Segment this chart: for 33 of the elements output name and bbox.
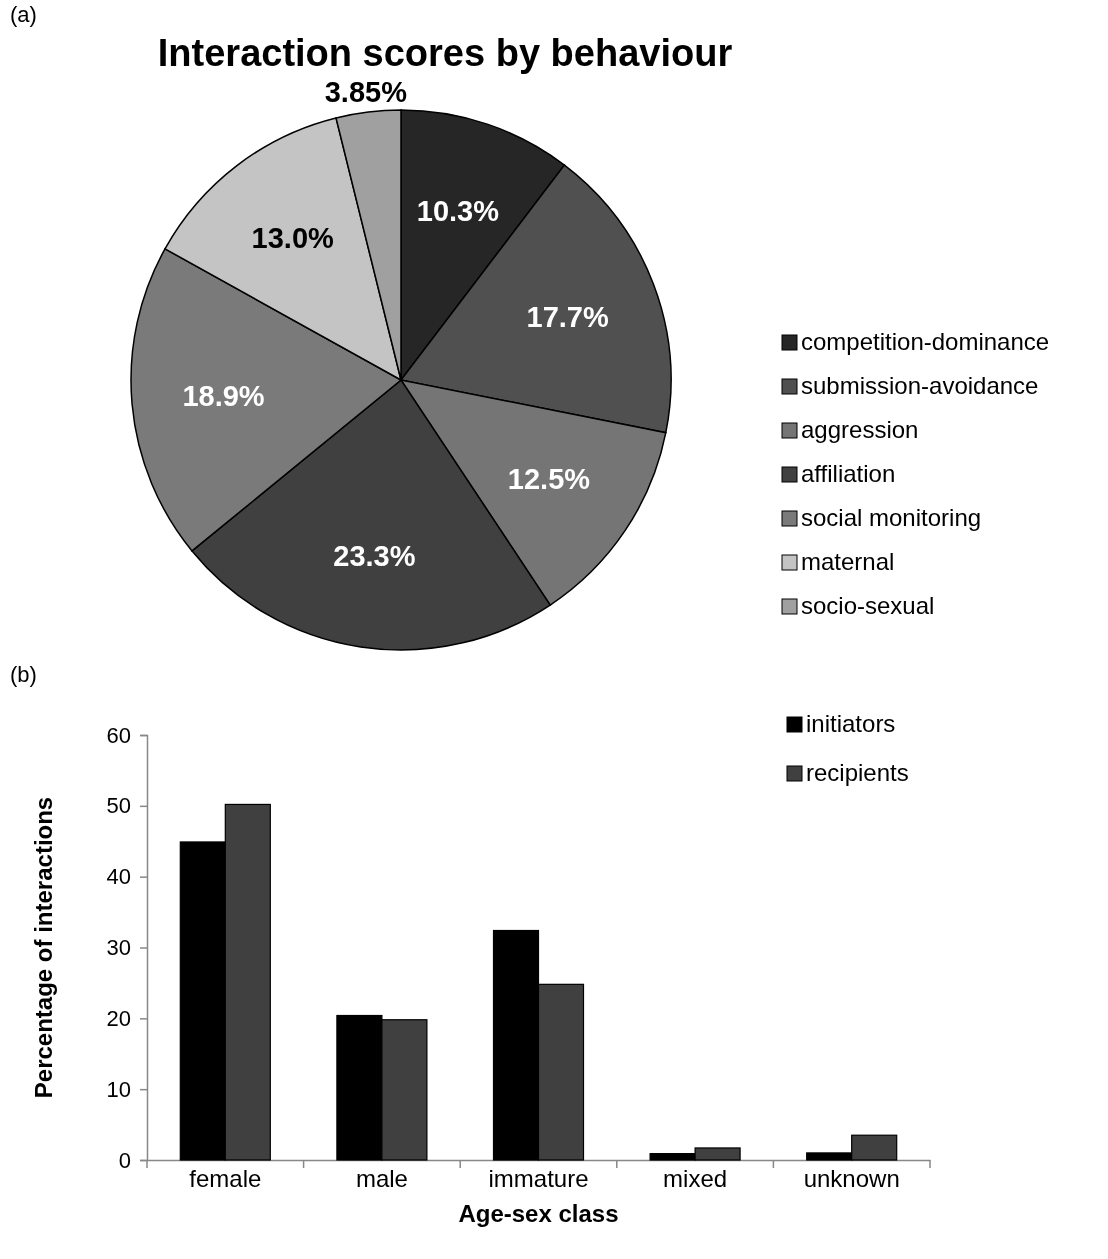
legend-label: social monitoring — [801, 504, 982, 531]
x-tick-label: mixed — [663, 1165, 728, 1192]
data-label: 10.3% — [416, 195, 500, 228]
text: (b) — [10, 662, 37, 687]
y-axis-title: Percentage of interactions — [30, 796, 57, 1099]
data-label: 13.0% — [251, 222, 335, 255]
x-axis-title: Age-sex class — [458, 1200, 619, 1227]
y-tick-label: 40 — [106, 864, 131, 890]
legend-label: affiliation — [801, 460, 896, 487]
y-tick-label: 10 — [106, 1076, 131, 1102]
y-tick-label: 50 — [106, 793, 131, 819]
y-tick-label: 60 — [106, 722, 131, 748]
y-tick-label: 0 — [118, 1147, 131, 1173]
x-tick-label: immature — [488, 1165, 589, 1192]
legend-label: socio-sexual — [801, 592, 935, 619]
legend-label: aggression — [801, 416, 919, 443]
y-tick-label: 30 — [106, 935, 131, 961]
data-label: 17.7% — [526, 300, 609, 333]
legend-label: initiators — [806, 710, 896, 737]
legend-label: recipients — [806, 759, 909, 786]
text: (a) — [10, 2, 37, 27]
x-tick-label: male — [355, 1165, 408, 1192]
data-label: 23.3% — [333, 540, 416, 573]
x-tick-label: female — [189, 1165, 262, 1192]
legend-label: maternal — [801, 548, 895, 575]
x-tick-label: unknown — [803, 1165, 900, 1192]
chart-title: Interaction scores by behaviour — [157, 32, 733, 74]
data-label: 12.5% — [507, 463, 591, 496]
y-tick-label: 20 — [106, 1005, 131, 1031]
legend-label: competition-dominance — [801, 328, 1050, 355]
data-label: 3.85% — [324, 76, 408, 109]
legend-label: submission-avoidance — [801, 372, 1039, 399]
data-label: 18.9% — [182, 379, 265, 412]
